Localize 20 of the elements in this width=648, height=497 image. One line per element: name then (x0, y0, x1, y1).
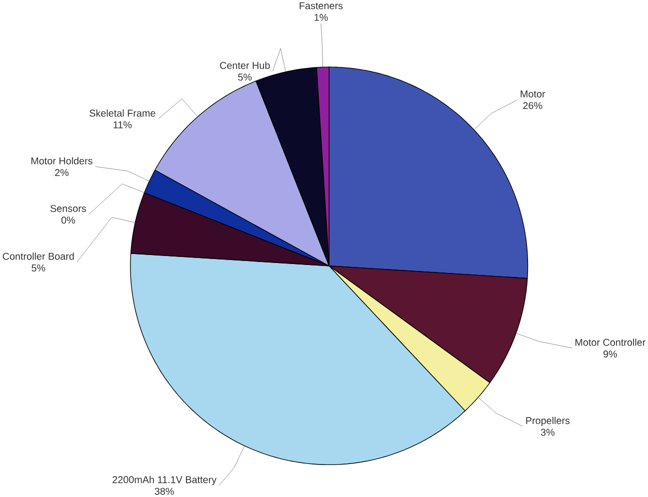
slice-label: Motor Holders (31, 157, 92, 164)
slice-label: Center Hub (220, 62, 270, 69)
slice-label: Fasteners (300, 2, 343, 10)
data-label: 5% (238, 74, 252, 81)
text: 0% (61, 216, 76, 224)
data-label: 5% (32, 264, 46, 272)
slice-label: Skeletal Frame (90, 109, 156, 117)
data-label: 2% (55, 168, 69, 176)
data-label: 1% (314, 14, 328, 21)
slice-label: Motor (520, 90, 546, 98)
data-label: 11% (114, 121, 132, 128)
slice-label: Propellers (526, 416, 570, 426)
data-label: 3% (540, 428, 554, 436)
slice-label: Controller Board (2, 252, 74, 260)
slice-label: Motor Controller (575, 338, 646, 346)
category-label: Sensors (50, 204, 86, 212)
data-label: 26% (523, 102, 542, 110)
data-label: 9% (603, 350, 617, 358)
slice-label: 2200mAh 11.1V Battery (112, 476, 217, 486)
data-label: 38% (154, 488, 174, 495)
